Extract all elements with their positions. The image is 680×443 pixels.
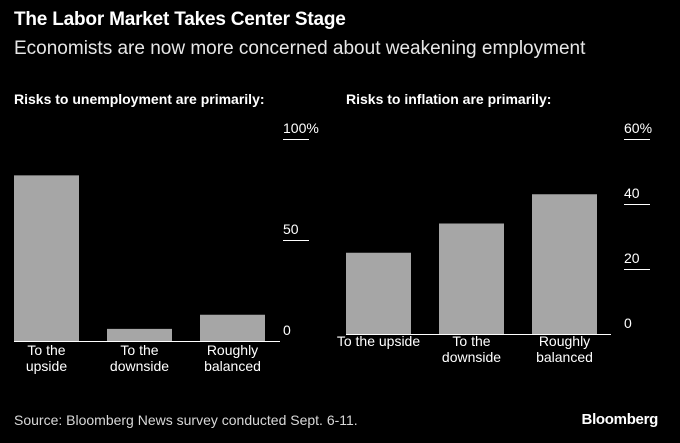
inflation-tick-label-1: 40 <box>624 185 640 201</box>
source-note: Source: Bloomberg News survey conducted … <box>14 412 358 428</box>
unemployment-tick-label-2: 0 <box>283 322 291 338</box>
chart-subtitle: Economists are now more concerned about … <box>14 38 586 59</box>
inflation-tick-label-3: 0 <box>624 315 632 331</box>
unemployment-category-label-2: Roughly balanced <box>204 342 261 374</box>
unemployment-category-label-0: To the upside <box>26 342 67 374</box>
inflation-bar-1 <box>439 223 504 334</box>
unemployment-bar-2 <box>200 314 265 341</box>
unemployment-bar-1 <box>107 328 172 341</box>
inflation-category-label-1: To the downside <box>442 333 501 365</box>
inflation-bar-2 <box>532 194 597 334</box>
inflation-bar-0 <box>346 252 411 334</box>
chart-title: The Labor Market Takes Center Stage <box>14 9 346 30</box>
unemployment-tick-label-0: 100% <box>283 120 319 136</box>
inflation-panel-title: Risks to inflation are primarily: <box>346 91 552 107</box>
unemployment-tick-label-1: 50 <box>283 221 299 237</box>
bloomberg-logo: Bloomberg <box>581 411 659 428</box>
inflation-category-label-0: To the upside <box>337 333 420 349</box>
unemployment-category-label-1: To the downside <box>110 342 169 374</box>
unemployment-panel-title: Risks to unemployment are primarily: <box>14 91 265 107</box>
inflation-category-label-2: Roughly balanced <box>536 333 593 365</box>
inflation-tick-label-0: 60% <box>624 120 652 136</box>
inflation-tick-label-2: 20 <box>624 250 640 266</box>
unemployment-bar-0 <box>14 175 79 341</box>
